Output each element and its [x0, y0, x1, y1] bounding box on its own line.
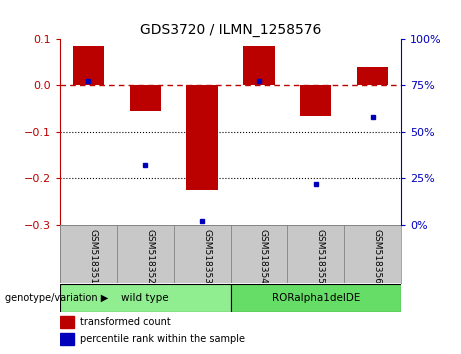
Bar [60, 333, 74, 345]
Bar [230, 284, 401, 312]
Text: GSM518353: GSM518353 [202, 229, 211, 285]
Text: percentile rank within the sample: percentile rank within the sample [80, 334, 245, 344]
Bar [344, 225, 401, 283]
Text: transformed count: transformed count [80, 317, 171, 327]
Text: GSM518356: GSM518356 [372, 229, 382, 285]
Text: wild type: wild type [121, 293, 169, 303]
Bar [300, 85, 331, 116]
Bar [186, 85, 218, 190]
Bar [73, 46, 104, 85]
Text: GSM518351: GSM518351 [89, 229, 97, 285]
Title: GDS3720 / ILMN_1258576: GDS3720 / ILMN_1258576 [140, 23, 321, 36]
Bar [60, 316, 74, 328]
Bar [287, 225, 344, 283]
Text: GSM518354: GSM518354 [259, 229, 268, 284]
Text: RORalpha1delDE: RORalpha1delDE [272, 293, 360, 303]
Bar [130, 85, 161, 111]
Bar [60, 225, 117, 283]
Text: genotype/variation ▶: genotype/variation ▶ [5, 293, 108, 303]
Bar [60, 284, 230, 312]
Bar [174, 225, 230, 283]
Bar [117, 225, 174, 283]
Text: GSM518352: GSM518352 [145, 229, 154, 284]
Text: GSM518355: GSM518355 [316, 229, 325, 285]
Bar [243, 46, 275, 85]
Bar [357, 67, 388, 85]
Bar [230, 225, 287, 283]
